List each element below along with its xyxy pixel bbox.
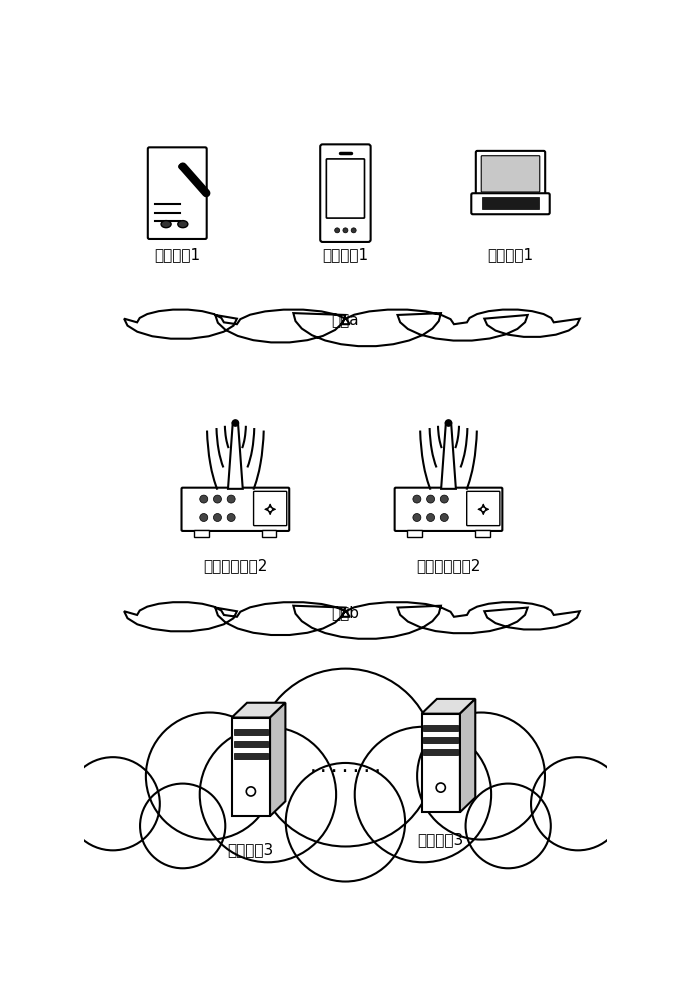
Polygon shape: [460, 699, 475, 812]
Polygon shape: [234, 753, 268, 759]
FancyBboxPatch shape: [466, 491, 500, 526]
Text: 无线路由设备2: 无线路由设备2: [417, 558, 481, 573]
Circle shape: [335, 228, 340, 233]
Polygon shape: [232, 703, 285, 718]
FancyBboxPatch shape: [476, 151, 545, 196]
Text: 网络b: 网络b: [332, 606, 359, 621]
Ellipse shape: [178, 221, 188, 228]
Circle shape: [440, 514, 448, 521]
FancyBboxPatch shape: [395, 488, 502, 531]
Circle shape: [200, 495, 208, 503]
Circle shape: [413, 495, 421, 503]
Text: 用户设备1: 用户设备1: [154, 247, 200, 262]
FancyBboxPatch shape: [482, 197, 539, 209]
FancyBboxPatch shape: [194, 530, 209, 537]
Circle shape: [227, 514, 235, 521]
Text: 网络设备3: 网络设备3: [228, 842, 274, 857]
Circle shape: [256, 669, 435, 846]
Polygon shape: [228, 423, 243, 489]
Circle shape: [140, 784, 225, 868]
Polygon shape: [421, 699, 475, 714]
Ellipse shape: [161, 221, 171, 228]
FancyBboxPatch shape: [481, 156, 540, 192]
Polygon shape: [423, 725, 458, 731]
Circle shape: [436, 783, 446, 792]
Polygon shape: [423, 749, 458, 755]
Polygon shape: [124, 310, 580, 346]
Circle shape: [200, 727, 336, 862]
Polygon shape: [441, 423, 456, 489]
Circle shape: [355, 727, 491, 862]
Circle shape: [343, 228, 348, 233]
Circle shape: [214, 495, 222, 503]
Circle shape: [531, 757, 625, 850]
FancyBboxPatch shape: [320, 144, 371, 242]
FancyBboxPatch shape: [407, 530, 422, 537]
Circle shape: [233, 420, 239, 426]
FancyBboxPatch shape: [475, 530, 489, 537]
Circle shape: [214, 514, 222, 521]
Circle shape: [413, 514, 421, 521]
Circle shape: [227, 495, 235, 503]
FancyBboxPatch shape: [471, 193, 550, 214]
Text: 无线路由设备2: 无线路由设备2: [203, 558, 268, 573]
Circle shape: [246, 787, 255, 796]
Circle shape: [446, 420, 452, 426]
Polygon shape: [421, 714, 460, 812]
Text: 网络a: 网络a: [332, 313, 359, 328]
FancyBboxPatch shape: [326, 159, 365, 218]
Circle shape: [417, 713, 545, 840]
Circle shape: [200, 514, 208, 521]
Circle shape: [440, 495, 448, 503]
Text: .......: .......: [307, 758, 384, 776]
Polygon shape: [423, 737, 458, 743]
FancyBboxPatch shape: [253, 491, 286, 526]
Circle shape: [146, 713, 274, 840]
Circle shape: [351, 228, 356, 233]
FancyBboxPatch shape: [262, 530, 276, 537]
Polygon shape: [232, 718, 270, 816]
Text: 网络设备3: 网络设备3: [418, 832, 464, 847]
Polygon shape: [234, 741, 268, 747]
Circle shape: [466, 784, 551, 868]
Polygon shape: [124, 602, 580, 639]
Text: 用户设备1: 用户设备1: [487, 247, 534, 262]
Text: 用户设备1: 用户设备1: [322, 247, 369, 262]
Polygon shape: [234, 729, 268, 735]
Circle shape: [286, 763, 405, 882]
Circle shape: [427, 495, 435, 503]
FancyBboxPatch shape: [181, 488, 289, 531]
FancyBboxPatch shape: [148, 147, 207, 239]
Circle shape: [66, 757, 160, 850]
Polygon shape: [270, 703, 285, 816]
Circle shape: [427, 514, 435, 521]
